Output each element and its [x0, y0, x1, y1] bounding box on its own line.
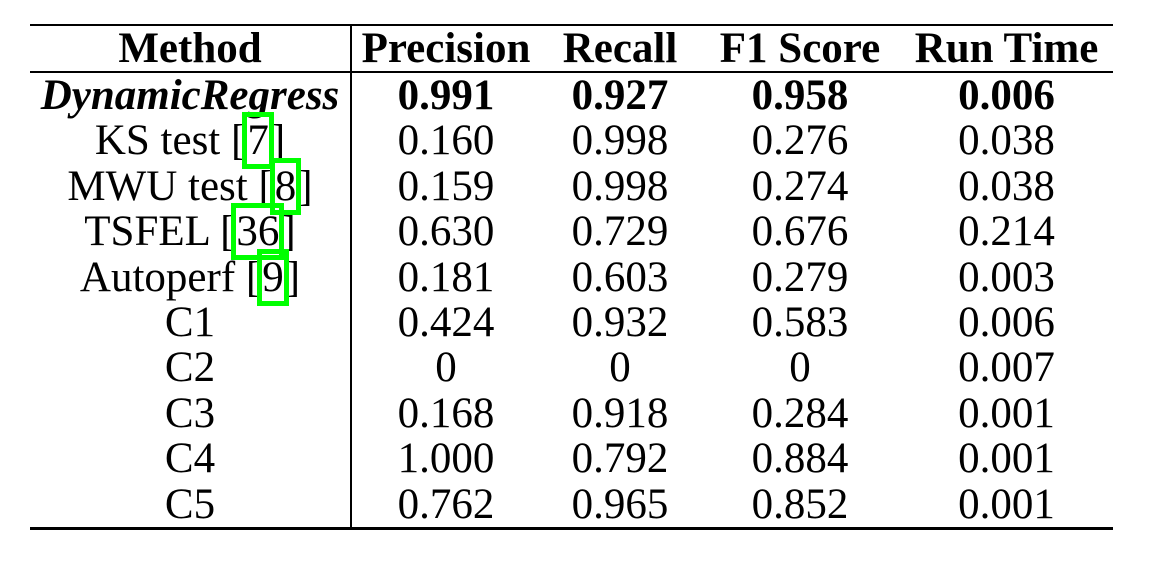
method-cell: C3 [30, 389, 352, 437]
f1-cell: 0.583 [751, 299, 849, 347]
runtime-cell: 0.038 [958, 162, 1055, 210]
runtime-cell: 0.003 [958, 253, 1055, 301]
recall-cell: 0.965 [571, 480, 669, 528]
runtime-cell: 0.038 [958, 117, 1055, 165]
recall-cell: 0.792 [571, 435, 669, 483]
method-label: C1 [164, 299, 216, 347]
method-cell: KS test [7] [30, 112, 352, 170]
precision-cell: 0.991 [397, 72, 495, 119]
recall-cell: 0.998 [571, 162, 669, 210]
col-header-f1-score: F1 Score [700, 25, 900, 73]
table-row-c3: C3 0.168 0.918 0.284 0.001 [30, 389, 1113, 437]
method-label: KS test [94, 117, 221, 165]
f1-cell: 0.284 [751, 389, 849, 437]
precision-cell: 0.160 [397, 117, 495, 165]
table-row-autoperf: Autoperf [9] 0.181 0.603 0.279 0.003 [30, 248, 1113, 306]
method-label: TSFEL [84, 208, 210, 256]
f1-cell: 0.279 [751, 253, 849, 301]
table-row-c2: C2 0 0 0 0.007 [30, 344, 1113, 392]
method-label: C5 [164, 480, 216, 528]
f1-cell: 0.884 [751, 435, 849, 483]
recall-cell: 0.932 [571, 299, 669, 347]
col-header-run-time: Run Time [900, 25, 1113, 73]
f1-cell: 0.276 [751, 117, 849, 165]
results-table: Method Precision Recall F1 Score Run Tim… [30, 24, 1113, 531]
runtime-cell: 0.006 [958, 299, 1055, 347]
precision-cell: 0 [435, 344, 457, 392]
recall-cell: 0.729 [571, 208, 669, 256]
table-row-tsfel: TSFEL [36] 0.630 0.729 0.676 0.214 [30, 203, 1113, 261]
runtime-cell: 0.001 [958, 389, 1055, 437]
method-cell: C1 [30, 299, 352, 347]
method-cell: TSFEL [36] [30, 203, 352, 261]
precision-cell: 0.181 [397, 253, 495, 301]
f1-cell: 0 [789, 344, 811, 392]
f1-cell: 0.852 [751, 480, 849, 528]
method-label: DynamicRegress [40, 72, 340, 119]
runtime-cell: 0.214 [958, 208, 1055, 256]
method-cell: DynamicRegress [30, 72, 352, 119]
runtime-cell: 0.001 [958, 480, 1055, 528]
citation-bracket-open: [ [245, 253, 261, 301]
f1-cell: 0.958 [751, 72, 849, 119]
citation-bracket-close: ] [270, 117, 286, 165]
citation-link-box-8[interactable]: 8 [269, 157, 302, 215]
citation-bracket-open: [ [231, 117, 246, 165]
method-cell: C4 [30, 435, 352, 483]
runtime-cell: 0.007 [958, 344, 1055, 392]
method-label: MWU test [67, 162, 248, 210]
recall-cell: 0.998 [571, 117, 669, 165]
runtime-cell: 0.001 [958, 435, 1055, 483]
citation-bracket-close: ] [298, 162, 313, 210]
col-header-precision: Precision [351, 25, 540, 73]
recall-cell: 0.918 [571, 389, 669, 437]
recall-cell: 0 [609, 344, 631, 392]
table-row-mwu-test: MWU test [8] 0.159 0.998 0.274 0.038 [30, 157, 1113, 215]
table-row-ks-test: KS test [7] 0.160 0.998 0.276 0.038 [30, 112, 1113, 170]
col-header-recall: Recall [540, 25, 700, 73]
method-cell: MWU test [8] [30, 157, 352, 215]
f1-cell: 0.676 [751, 208, 849, 256]
precision-cell: 0.424 [397, 299, 495, 347]
citation-link-box-36[interactable]: 36 [231, 203, 285, 261]
recall-cell: 0.603 [571, 253, 669, 301]
precision-cell: 0.168 [397, 389, 495, 437]
citation-bracket-close: ] [285, 253, 301, 301]
precision-cell: 0.159 [397, 162, 495, 210]
header-row: Method Precision Recall F1 Score Run Tim… [30, 25, 1113, 73]
table-row-c4: C4 1.000 0.792 0.884 0.001 [30, 435, 1113, 483]
method-cell: C5 [30, 480, 352, 529]
method-label: C3 [164, 389, 216, 437]
f1-cell: 0.274 [751, 162, 849, 210]
recall-cell: 0.927 [571, 72, 669, 119]
table-row-dynamicregress: DynamicRegress 0.991 0.927 0.958 0.006 [30, 72, 1113, 119]
citation-bracket-open: [ [258, 162, 273, 210]
citation-bracket-close: ] [281, 208, 296, 256]
method-cell: Autoperf [9] [30, 248, 352, 306]
method-label: C4 [164, 435, 216, 483]
precision-cell: 1.000 [397, 435, 495, 483]
precision-cell: 0.630 [397, 208, 495, 256]
method-cell: C2 [30, 344, 352, 392]
precision-cell: 0.762 [397, 480, 495, 528]
table-row-c5: C5 0.762 0.965 0.852 0.001 [30, 480, 1113, 529]
table-row-c1: C1 0.424 0.932 0.583 0.006 [30, 299, 1113, 347]
citation-link-box-7[interactable]: 7 [242, 112, 274, 170]
citation-link-box-9[interactable]: 9 [257, 248, 289, 306]
method-label: C2 [164, 344, 216, 392]
col-header-method: Method [30, 25, 352, 73]
runtime-cell: 0.006 [958, 72, 1055, 119]
method-label: Autoperf [79, 253, 236, 301]
citation-bracket-open: [ [220, 208, 235, 256]
